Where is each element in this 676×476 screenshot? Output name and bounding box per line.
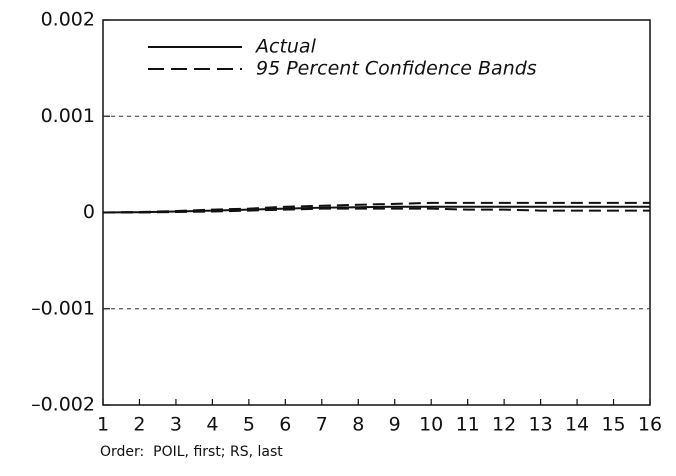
x-tick-label: 2 (133, 414, 145, 436)
x-tick-label: 16 (638, 414, 662, 436)
x-tick-label: 11 (456, 414, 480, 436)
x-tick-label: 7 (316, 414, 328, 436)
y-tick-label: 0 (83, 201, 95, 223)
x-tick-label: 1 (97, 414, 109, 436)
x-tick-label: 15 (601, 414, 625, 436)
legend-label: 95 Percent Confidence Bands (256, 58, 537, 80)
y-tick-label: 0.001 (41, 105, 95, 127)
y-tick-label: –0.001 (31, 297, 95, 319)
series-line (103, 207, 650, 214)
chart-note: Order: POIL, first; RS, last (100, 444, 283, 460)
series-line (102, 201, 650, 214)
x-tick-label: 3 (170, 414, 182, 436)
x-tick-label: 9 (389, 414, 401, 436)
x-tick-label: 8 (352, 414, 364, 436)
x-tick-label: 10 (419, 414, 443, 436)
y-tick-label: –0.002 (31, 394, 95, 416)
x-tick-label: 13 (529, 414, 553, 436)
x-tick-label: 5 (243, 414, 255, 436)
x-tick-label: 14 (565, 414, 589, 436)
x-tick-label: 4 (206, 414, 218, 436)
x-tick-label: 12 (492, 414, 516, 436)
legend-label: Actual (254, 36, 317, 58)
x-tick-label: 6 (279, 414, 291, 436)
y-tick-label: 0.002 (41, 9, 95, 31)
